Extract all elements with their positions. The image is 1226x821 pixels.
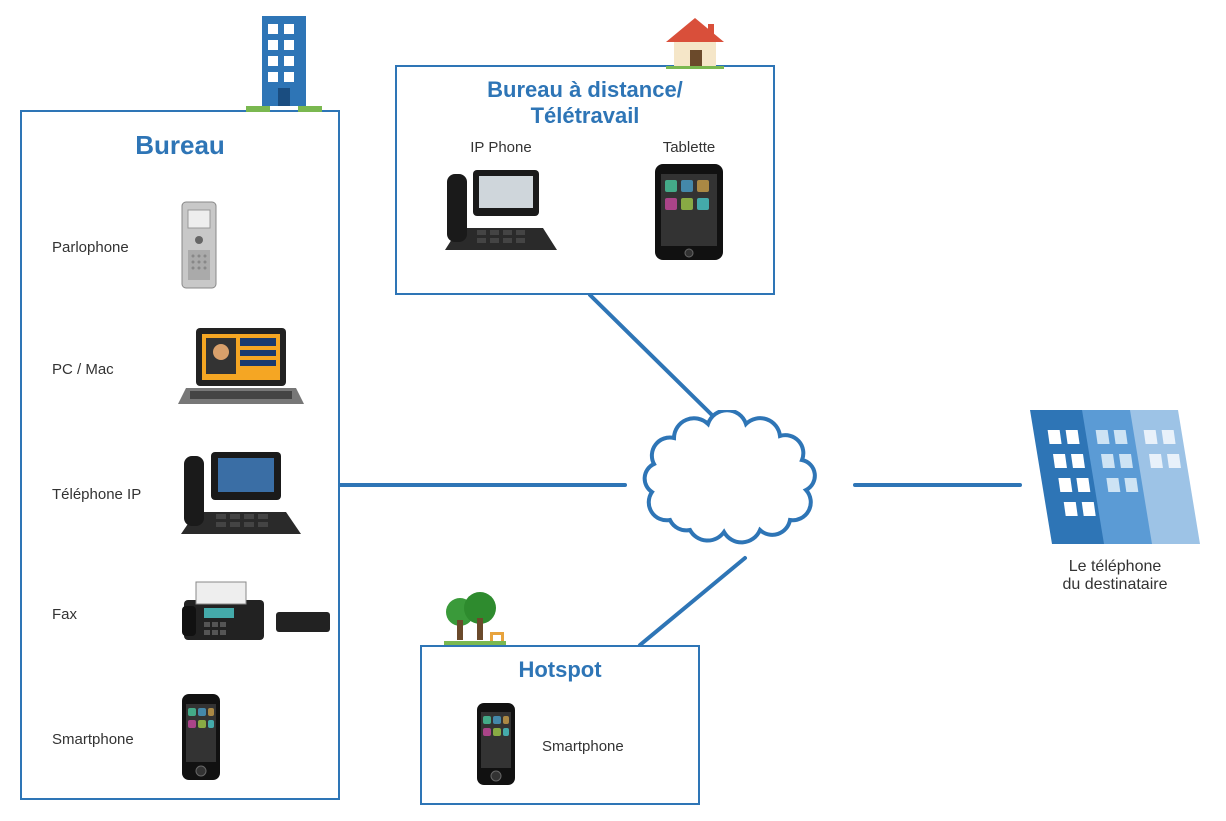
bureau-item-label: Parlophone	[52, 239, 152, 256]
bureau-item-label: PC / Mac	[52, 361, 152, 378]
bureau-item-telephoneip: Téléphone IP	[52, 442, 306, 547]
building-icon	[240, 10, 330, 119]
bureau-item-fax: Fax	[52, 572, 336, 657]
intercom-icon	[176, 200, 222, 295]
deskphone-icon	[176, 442, 306, 547]
hotspot-title: Hotspot	[422, 657, 698, 683]
tablet-icon	[649, 162, 729, 267]
buildings3-icon	[1020, 390, 1205, 555]
fax-icon	[176, 572, 336, 657]
bureau-item-label: Fax	[52, 606, 152, 623]
laptop-icon	[176, 322, 306, 417]
smartphone-icon	[176, 692, 226, 787]
teletravail-item-label: IP Phone	[441, 139, 561, 156]
park-icon	[440, 588, 510, 653]
bureau-title: Bureau	[22, 130, 338, 161]
bureau-item-pcmac: PC / Mac	[52, 322, 306, 417]
destination-label: Le téléphone du destinataire	[1030, 558, 1200, 594]
hotspot-item-smartphone: Smartphone	[472, 701, 624, 792]
bureau-item-parlophone: Parlophone	[52, 200, 222, 295]
teletravail-box: Bureau à distance/ Télétravail IP Phone …	[395, 65, 775, 295]
bureau-item-smartphone: Smartphone	[52, 692, 226, 787]
teletravail-item-tablette: Tablette	[649, 139, 729, 267]
teletravail-item-label: Tablette	[649, 139, 729, 156]
hotspot-box: Hotspot Smartphone	[420, 645, 700, 805]
bureau-item-label: Téléphone IP	[52, 486, 152, 503]
teletravail-item-ipphone: IP Phone	[441, 139, 561, 267]
smartphone-icon	[472, 701, 520, 792]
bureau-box: Bureau Parlophone PC / Mac Téléphone IP …	[20, 110, 340, 800]
voip-cloud	[625, 410, 855, 560]
teletravail-title: Bureau à distance/ Télétravail	[397, 77, 773, 129]
deskphone-icon	[441, 162, 561, 262]
house-icon	[660, 14, 730, 75]
hotspot-item-label: Smartphone	[542, 738, 624, 755]
bureau-item-label: Smartphone	[52, 731, 152, 748]
